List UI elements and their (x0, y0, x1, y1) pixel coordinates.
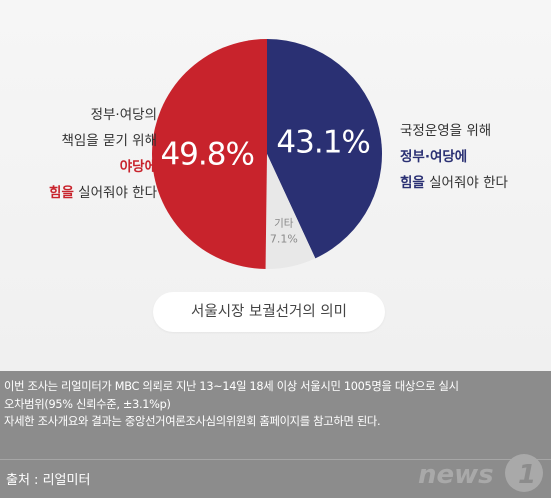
left-annotation-line: 책임을 묻기 위해 (61, 133, 157, 149)
right-annotation-rest: 실어줘야 한다 (424, 175, 508, 191)
right-annotation-emphasis: 정부·여당에 (400, 149, 468, 165)
slice-value-label: 43.1% (276, 125, 369, 161)
right-annotation-line: 국정운영을 위해 (400, 123, 492, 139)
logo-mark-circle (505, 454, 543, 492)
methodology-note: 이번 조사는 리얼미터가 MBC 의뢰로 지난 13~14일 18세 이상 서울… (4, 378, 549, 431)
right-annotation-line: 힘을 실어줘야 한다 (400, 170, 550, 196)
pie-slice (267, 39, 382, 259)
right-annotation: 국정운영을 위해 정부·여당에 힘을 실어줘야 한다 (400, 118, 550, 196)
slice-label: 기타 (274, 218, 294, 230)
left-annotation: 정부·여당의 책임을 묻기 위해 야당에 힘을 실어줘야 한다 (7, 102, 157, 206)
left-annotation-rest: 실어줘야 한다 (73, 185, 157, 201)
slice-value-label: 49.8% (160, 137, 253, 173)
logo-wordmark: news (418, 460, 494, 490)
logo-mark-digit: 1 (518, 460, 536, 490)
methodology-line: 오차범위(95% 신뢰수준, ±3.1%p) (4, 397, 171, 411)
methodology-line: 이번 조사는 리얼미터가 MBC 의뢰로 지난 13~14일 18세 이상 서울… (4, 380, 459, 393)
footer-panel (0, 371, 551, 498)
left-annotation-line: 힘을 실어줘야 한다 (7, 180, 157, 206)
news1-logo: news 1 (418, 454, 543, 492)
footer-divider (0, 459, 551, 460)
pie-slice (265, 154, 316, 269)
right-annotation-emphasis: 힘을 (400, 175, 425, 191)
source-credit: 출처 : 리얼미터 (6, 473, 91, 488)
slice-value-label: 7.1% (270, 233, 298, 246)
pie-slice (152, 39, 267, 269)
left-annotation-emphasis: 야당에 (119, 159, 157, 175)
left-annotation-line: 정부·여당의 (90, 107, 157, 123)
left-annotation-emphasis: 힘을 (49, 185, 74, 201)
pie-chart: 43.1% 기타 7.1% 49.8% (152, 39, 382, 269)
chart-title: 서울시장 보궐선거의 의미 (153, 292, 385, 332)
methodology-line: 자세한 조사개요와 결과는 중앙선거여론조사심의위원회 홈페이지를 참고하면 된… (4, 415, 381, 428)
